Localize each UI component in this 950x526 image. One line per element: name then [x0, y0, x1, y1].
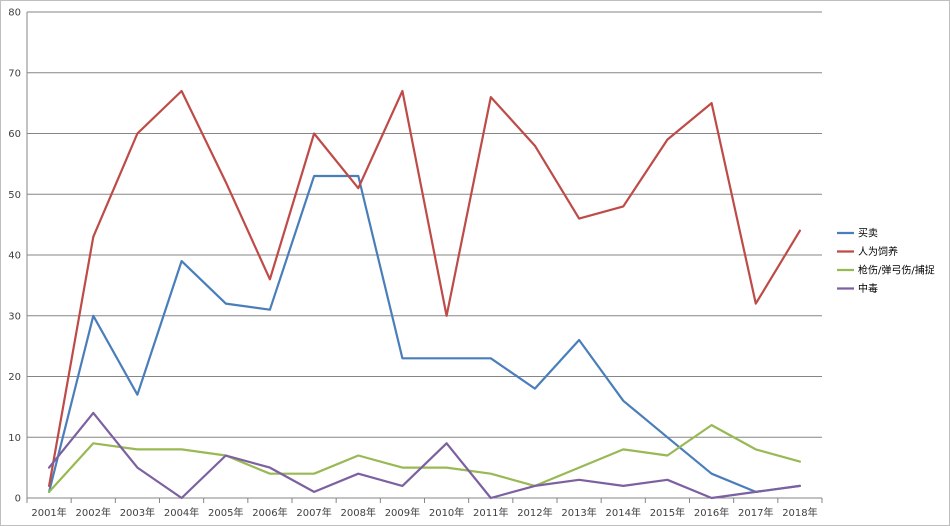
legend-label: 人为饲养 [858, 245, 898, 258]
y-tick-label: 60 [8, 129, 21, 140]
x-tick-label: 2012年 [517, 506, 552, 519]
x-tick-label: 2009年 [385, 506, 420, 519]
legend-label: 枪伤/弹弓伤/捕捉 [858, 264, 935, 277]
legend-label: 买卖 [858, 228, 878, 240]
x-tick-label: 2004年 [164, 506, 199, 519]
x-tick-label: 2001年 [31, 506, 66, 519]
x-tick-label: 2016年 [694, 506, 729, 519]
x-tick-label: 2008年 [341, 506, 376, 519]
x-tick-label: 2014年 [606, 506, 641, 519]
x-tick-label: 2018年 [782, 506, 817, 519]
x-tick-label: 2006年 [252, 506, 287, 519]
y-tick-label: 0 [15, 494, 21, 505]
x-tick-label: 2003年 [120, 506, 155, 519]
series-line-1 [47, 174, 802, 493]
x-tick-label: 2002年 [76, 506, 111, 519]
x-tick-label: 2011年 [473, 506, 508, 519]
y-tick-label: 80 [8, 8, 21, 19]
x-tick-label: 2015年 [650, 506, 685, 519]
series-line-2 [47, 89, 802, 487]
y-tick-label: 70 [8, 68, 21, 79]
y-tick-label: 40 [8, 251, 21, 262]
x-tick-label: 2017年 [738, 506, 773, 519]
series-line-4 [47, 411, 802, 500]
series-line-3 [47, 424, 802, 493]
y-tick-label: 50 [8, 190, 21, 201]
x-tick-label: 2005年 [208, 506, 243, 519]
x-tick-label: 2010年 [429, 506, 464, 519]
x-tick-label: 2013年 [561, 506, 596, 519]
y-tick-label: 30 [8, 311, 21, 322]
legend-label: 中毒 [858, 282, 878, 295]
y-tick-label: 10 [8, 433, 21, 444]
y-tick-label: 20 [8, 372, 21, 383]
x-tick-label: 2007年 [296, 506, 331, 519]
